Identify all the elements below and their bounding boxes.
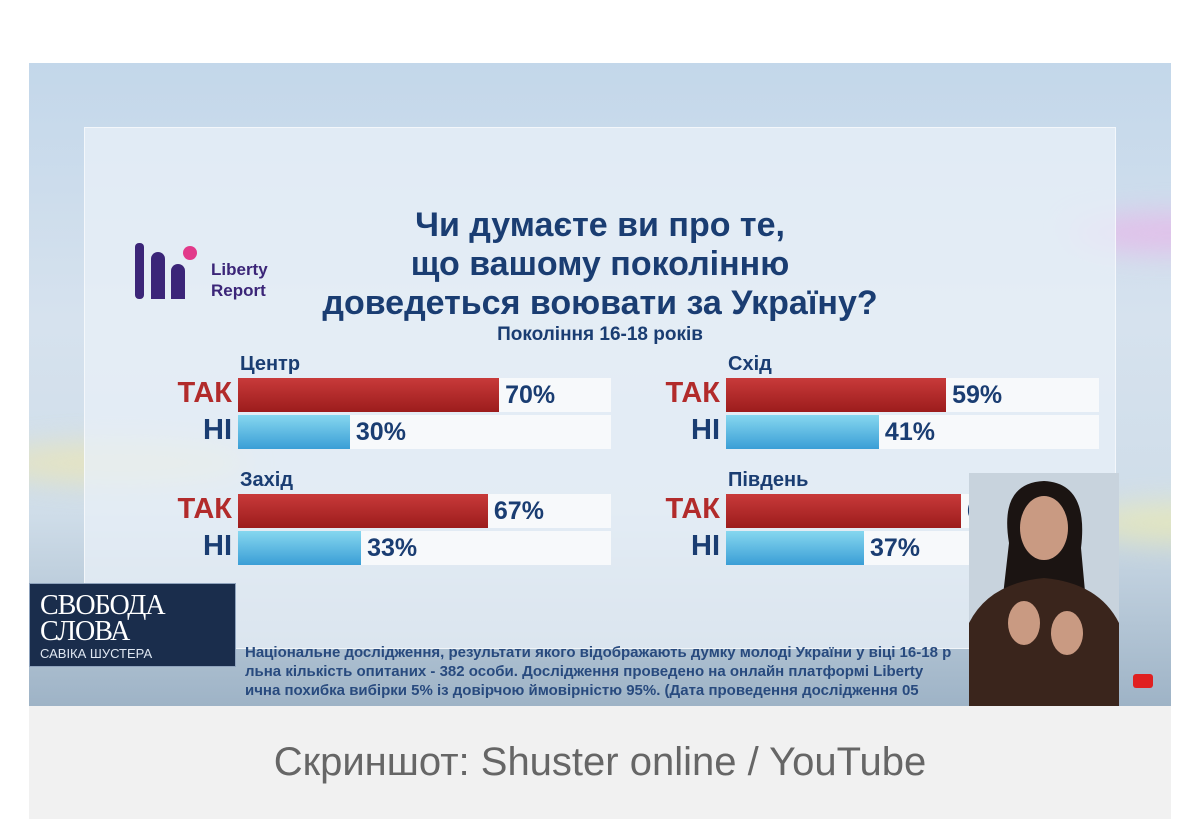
footnote-line3: ична похибка вибірки 5% із довірчою ймов… [245,682,919,699]
data-label: 37% [870,534,921,562]
youtube-icon [1133,674,1153,688]
sign-language-interpreter [969,473,1119,706]
chart-title-line3: доведеться воювати за Україну? [322,284,878,322]
yes-row-label: ТАК [665,377,720,409]
yes-row-label: ТАК [665,493,720,525]
yes-bar [726,378,947,412]
no-row-label: НІ [203,530,232,562]
no-bar [238,531,362,565]
image-caption: Скриншот: Shuster online / YouTube [29,706,1171,819]
liberty-report-logo [135,243,197,299]
chart-panel: Liberty Report Чи думаєте ви про те, що … [84,127,1116,699]
chart-title-line1: Чи думаєте ви про те, [415,206,785,244]
video-frame: Liberty Report Чи думаєте ви про те, що … [29,63,1171,706]
yes-row-label: ТАК [177,377,232,409]
chart-title-line2: що вашому поколінню [410,245,790,283]
region-label: Схід [728,353,772,375]
show-logo-line2: СЛОВА [40,616,130,647]
show-logo-line3: САВІКА ШУСТЕРА [40,646,153,661]
no-row-label: НІ [691,530,720,562]
show-logo-line1: СВОБОДА [40,590,166,621]
bar-track: 70% [238,378,611,412]
yes-bar [726,494,961,528]
bar-track: 30% [238,415,611,449]
no-row-label: НІ [691,414,720,446]
region-label: Південь [728,469,809,491]
logo-text: Liberty Report [211,259,268,301]
yes-bar [238,378,500,412]
bar-track: 41% [726,415,1099,449]
bar-track: 67% [238,494,611,528]
show-logo: СВОБОДА СЛОВА САВІКА ШУСТЕРА [29,583,236,667]
data-label: 33% [367,534,418,562]
data-label: 41% [884,418,935,446]
logo-line1: Liberty [211,260,268,279]
no-bar [726,531,864,565]
footnote-line2: льна кількість опитаних - 382 особи. Дос… [245,663,924,680]
data-label: 70% [505,381,556,409]
data-label: 30% [355,418,406,446]
no-bar [238,415,350,449]
no-bar [726,415,879,449]
data-label: 59% [952,381,1003,409]
chart-subtitle: Покоління 16-18 років [497,324,703,345]
data-label: 67% [493,497,544,525]
footnote-line1: Національне дослідження, результати яког… [245,644,952,661]
yes-row-label: ТАК [177,493,232,525]
logo-line2: Report [211,281,266,300]
bar-track: 59% [726,378,1099,412]
no-row-label: НІ [203,414,232,446]
region-label: Захід [240,469,294,491]
bar-track: 33% [238,531,611,565]
region-label: Центр [240,353,301,375]
footnote: Національне дослідження, результати яког… [245,643,1105,700]
yes-bar [238,494,488,528]
